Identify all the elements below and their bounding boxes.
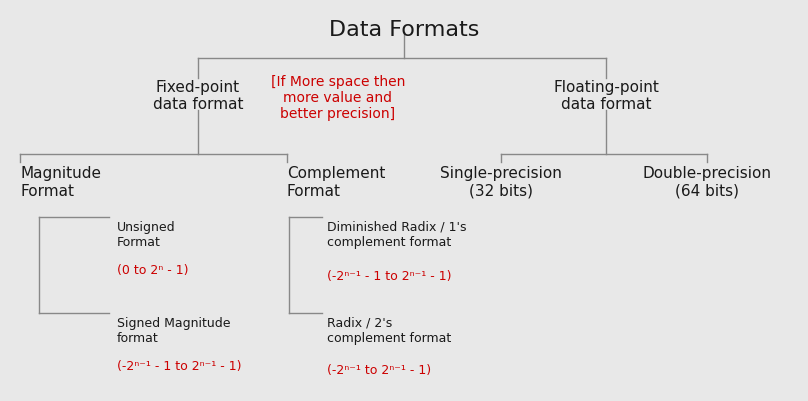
Text: (-2ⁿ⁻¹ to 2ⁿ⁻¹ - 1): (-2ⁿ⁻¹ to 2ⁿ⁻¹ - 1) bbox=[327, 365, 431, 377]
Text: (0 to 2ⁿ - 1): (0 to 2ⁿ - 1) bbox=[117, 264, 188, 277]
Text: Diminished Radix / 1's
complement format: Diminished Radix / 1's complement format bbox=[327, 221, 467, 249]
Text: Magnitude
Format: Magnitude Format bbox=[20, 166, 101, 198]
Text: Signed Magnitude
format: Signed Magnitude format bbox=[117, 317, 230, 345]
Text: Floating-point
data format: Floating-point data format bbox=[553, 80, 659, 112]
Text: [If More space then
more value and
better precision]: [If More space then more value and bette… bbox=[271, 75, 405, 122]
Text: Complement
Format: Complement Format bbox=[287, 166, 385, 198]
Text: Data Formats: Data Formats bbox=[329, 20, 479, 40]
Text: Double-precision
(64 bits): Double-precision (64 bits) bbox=[642, 166, 772, 198]
Text: (-2ⁿ⁻¹ - 1 to 2ⁿ⁻¹ - 1): (-2ⁿ⁻¹ - 1 to 2ⁿ⁻¹ - 1) bbox=[327, 270, 452, 283]
Text: Radix / 2's
complement format: Radix / 2's complement format bbox=[327, 317, 452, 345]
Text: Fixed-point
data format: Fixed-point data format bbox=[153, 80, 243, 112]
Text: Unsigned
Format: Unsigned Format bbox=[117, 221, 176, 249]
Text: (-2ⁿ⁻¹ - 1 to 2ⁿ⁻¹ - 1): (-2ⁿ⁻¹ - 1 to 2ⁿ⁻¹ - 1) bbox=[117, 360, 242, 373]
Text: Single-precision
(32 bits): Single-precision (32 bits) bbox=[440, 166, 562, 198]
